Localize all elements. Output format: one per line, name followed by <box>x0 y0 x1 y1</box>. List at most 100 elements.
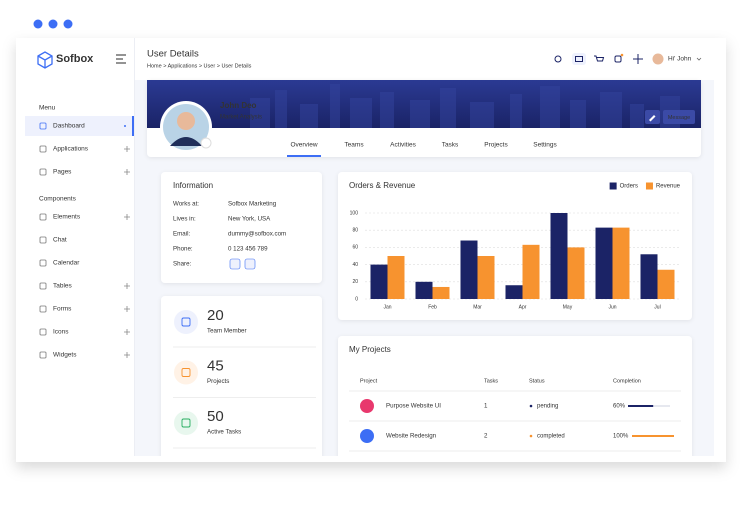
bell-icon[interactable] <box>614 55 622 63</box>
y-tick-label: 80 <box>352 228 358 234</box>
sidebar-icon <box>39 305 47 313</box>
legend-label: Orders <box>620 184 638 190</box>
expand-plus[interactable] <box>124 169 130 175</box>
info-value: 0 123 456 789 <box>228 246 268 253</box>
profile-tab[interactable]: Teams <box>344 142 364 149</box>
message-button-label[interactable]: Message <box>668 115 690 121</box>
sidebar-item[interactable]: Icons <box>53 329 69 336</box>
building <box>600 92 622 128</box>
cart-icon[interactable] <box>594 55 605 62</box>
x-tick-label: Jul <box>654 304 660 310</box>
info-value: New York, USA <box>228 216 271 223</box>
expand-icon[interactable] <box>633 54 643 64</box>
info-label: Email: <box>173 231 190 238</box>
sidebar-section: Components <box>39 196 77 203</box>
sidebar-item[interactable]: Tables <box>53 283 73 290</box>
sidebar-section: Menu <box>39 105 56 112</box>
mail-bg[interactable] <box>572 53 586 65</box>
project-name[interactable]: Website Redesign <box>386 433 437 440</box>
chart-title: Orders & Revenue <box>349 181 416 190</box>
bar <box>550 213 568 299</box>
status-dot <box>529 404 533 408</box>
stat-value: 50 <box>207 408 224 425</box>
y-tick-label: 60 <box>352 245 358 251</box>
column-header: Completion <box>613 378 641 384</box>
y-tick-label: 100 <box>350 210 359 216</box>
brand: Sofbox <box>56 53 94 65</box>
sidebar-item[interactable]: Forms <box>53 306 72 313</box>
stat-label: Active Tasks <box>207 429 241 436</box>
progress-bar <box>632 435 674 437</box>
x-tick-label: Apr <box>519 304 527 310</box>
share-badge[interactable] <box>200 137 212 149</box>
logo-icon <box>37 51 53 69</box>
sidebar-icon <box>39 282 47 290</box>
edit-icon <box>649 115 656 122</box>
menu-toggle[interactable] <box>116 54 126 64</box>
sidebar-icon <box>39 351 47 359</box>
sidebar-item[interactable]: Chat <box>53 237 67 244</box>
project-tasks: 2 <box>484 433 488 440</box>
profile-tab[interactable]: Overview <box>290 142 317 149</box>
sidebar-item[interactable]: Elements <box>53 214 81 221</box>
bar <box>477 256 495 299</box>
sidebar-item[interactable]: Calendar <box>53 260 80 267</box>
expand-plus[interactable] <box>124 352 130 358</box>
expand-plus[interactable] <box>124 283 130 289</box>
sidebar-item[interactable]: Applications <box>53 146 89 153</box>
stat-label: Projects <box>207 378 229 385</box>
info-label: Phone: <box>173 246 193 253</box>
stat-icon-bg <box>174 310 198 334</box>
bar <box>387 256 405 299</box>
user-avatar[interactable] <box>652 53 664 65</box>
project-name[interactable]: Purpose Website UI <box>386 403 441 410</box>
profile-tab[interactable]: Settings <box>533 142 557 149</box>
building <box>300 104 318 128</box>
search-icon[interactable] <box>554 55 562 63</box>
page-title: User Details <box>147 49 199 60</box>
profile-tab[interactable]: Projects <box>484 142 508 149</box>
info-title: Information <box>173 181 213 190</box>
facebook-button[interactable] <box>229 258 241 270</box>
expand-plus[interactable] <box>124 214 130 220</box>
breadcrumb[interactable]: Home > Applications > User > User Detail… <box>147 63 252 69</box>
building <box>440 88 456 128</box>
project-icon <box>360 429 374 443</box>
sidebar-item[interactable]: Dashboard <box>53 123 85 130</box>
share-label: Share: <box>173 261 192 268</box>
stat-icon <box>181 418 191 428</box>
completion-label: 100% <box>613 434 629 440</box>
twitter-button[interactable] <box>244 258 256 270</box>
column-header: Status <box>529 378 545 384</box>
info-value: Sofbox Marketing <box>228 201 277 208</box>
sidebar-item[interactable]: Widgets <box>53 352 77 359</box>
project-icon <box>360 399 374 413</box>
sidebar-item[interactable]: Pages <box>53 169 72 176</box>
info-value: dummy@sofbox.com <box>228 231 286 238</box>
stats-card <box>161 296 322 456</box>
active-marker <box>132 116 134 136</box>
profile-tab[interactable]: Tasks <box>442 142 459 149</box>
building <box>380 92 394 128</box>
expand-plus[interactable] <box>124 329 130 335</box>
stat-value: 45 <box>207 357 224 374</box>
avatar-face <box>177 112 195 130</box>
message-button[interactable] <box>663 110 695 124</box>
bar <box>595 227 613 299</box>
project-tasks: 1 <box>484 403 488 410</box>
topbar-icons <box>554 53 643 65</box>
projects-title: My Projects <box>349 345 391 354</box>
column-header: Project <box>360 378 378 384</box>
mail-icon[interactable] <box>575 56 583 62</box>
greeting[interactable]: Hi' John <box>668 56 692 63</box>
profile-tab[interactable]: Activities <box>390 142 416 149</box>
expand-plus[interactable] <box>124 146 130 152</box>
tab-underline <box>287 155 321 157</box>
expand-plus[interactable] <box>124 306 130 312</box>
sidebar-icon <box>39 145 47 153</box>
bar <box>657 269 675 299</box>
project-status: pending <box>537 404 558 410</box>
info-label: Lives in: <box>173 216 196 223</box>
stat-icon-bg <box>174 411 198 435</box>
